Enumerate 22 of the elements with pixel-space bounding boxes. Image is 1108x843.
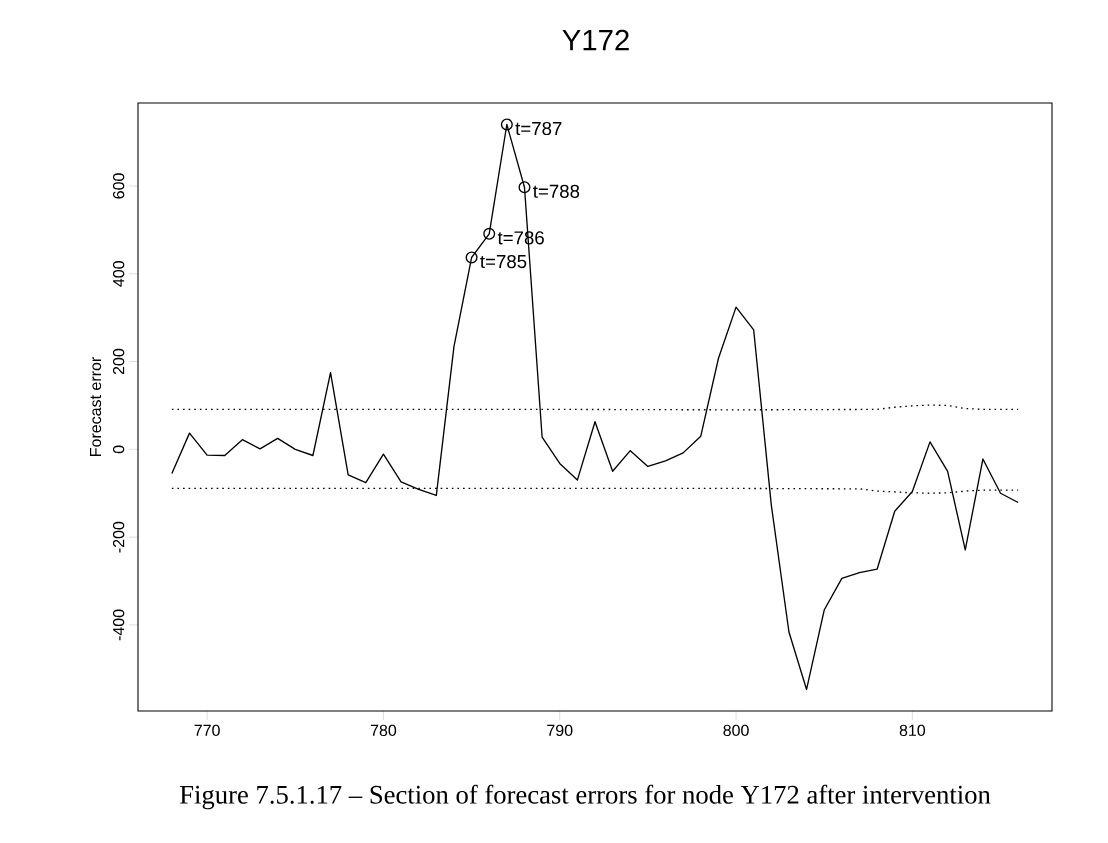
chart-title: Y172 [562,29,629,51]
line-series [171,123,1019,691]
y-tick-label: -200 [112,521,125,553]
y-axis-title: Forecast error [89,357,102,456]
x-tick-label: 770 [194,724,220,737]
x-tick-label: 780 [370,724,397,737]
point [483,227,496,240]
y-tick-label: 0 [112,445,125,454]
annotation: t=785 [480,254,527,269]
annotation: t=788 [533,184,580,198]
y-tick-label: 200 [112,348,125,375]
y-tick-label: 600 [112,173,125,199]
point [518,181,531,194]
y-tick-label: 400 [112,261,125,287]
point [500,118,513,131]
x-tick-label: 790 [547,724,573,737]
annotation: t=787 [515,121,562,136]
caption: Figure 7.5.1.17 – Section of forecast errors for node Y172 after intervention [179,784,991,810]
point [465,251,478,264]
y-tick-label: -400 [112,609,125,641]
x-tick-label: 800 [723,724,749,737]
x-tick-label: 810 [899,724,926,737]
